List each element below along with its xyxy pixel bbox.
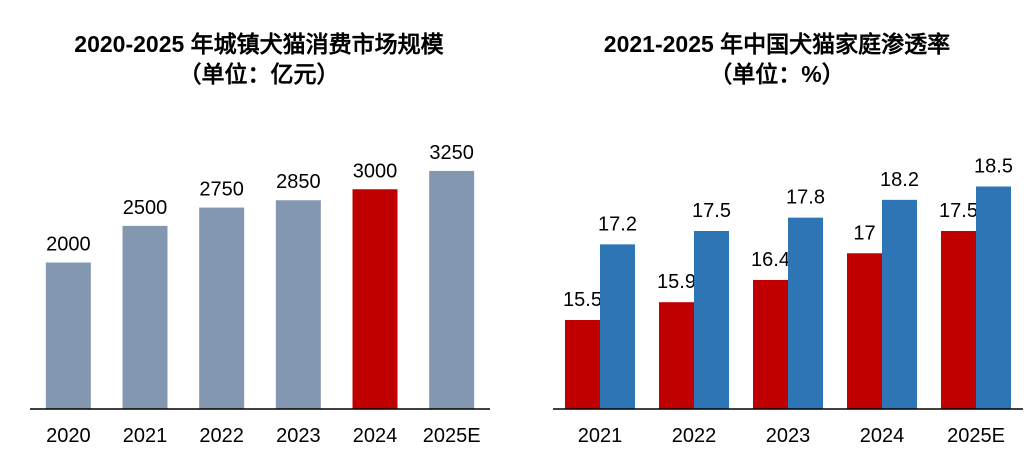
data-label: 18.5 [974, 156, 1013, 178]
data-label: 15.9 [657, 271, 696, 293]
penetration-rate-plot: 15.5 17.2 2021 15.9 17.5 2022 16.4 17.8 2023 17 18… [553, 156, 1023, 447]
data-label: 3000 [353, 160, 398, 182]
x-tick-label: 2022 [199, 425, 244, 447]
bar-series-2-2024 [882, 199, 917, 409]
chart-subtitle: （单位：%） [709, 61, 845, 87]
data-label: 16.4 [751, 249, 790, 271]
penetration-rate-chart: 2021-2025 年中国犬猫家庭渗透率 （单位：%） 15.5 17.2 2021… [518, 0, 1036, 474]
bar-series-2-2022 [694, 231, 729, 409]
x-tick-label: 2025E [947, 425, 1005, 447]
data-label: 2000 [46, 234, 91, 256]
x-tick-label: 2025E [423, 425, 481, 447]
bar-series-1-2024 [847, 253, 882, 409]
bar-series-1-2025E [941, 231, 976, 409]
bar-series-2-2025E [976, 186, 1011, 409]
data-label: 3250 [429, 142, 474, 164]
x-tick-label: 2021 [578, 425, 623, 447]
x-tick-label: 2024 [353, 425, 398, 447]
bar-2021 [122, 225, 168, 409]
bar-2023 [275, 200, 321, 409]
data-label: 2500 [123, 197, 168, 219]
data-label: 2750 [199, 179, 244, 201]
data-label: 17.5 [939, 200, 978, 222]
bar-2020 [45, 262, 91, 409]
data-label: 17.5 [692, 200, 731, 222]
bar-2025E [429, 170, 475, 409]
chart-title: 2020-2025 年城镇犬猫消费市场规模 [74, 31, 444, 57]
bar-series-1-2023 [753, 279, 788, 409]
chart-title: 2021-2025 年中国犬猫家庭渗透率 [603, 31, 951, 57]
market-size-chart: 2020-2025 年城镇犬猫消费市场规模 （单位：亿元） 2000 2020 25… [30, 31, 490, 447]
data-label: 18.2 [880, 169, 919, 191]
chart-subtitle: （单位：亿元） [178, 61, 340, 87]
x-tick-label: 2024 [860, 425, 905, 447]
x-tick-label: 2020 [46, 425, 91, 447]
bar-series-2-2023 [788, 217, 823, 409]
data-label: 2850 [276, 171, 321, 193]
x-tick-label: 2021 [123, 425, 168, 447]
data-label: 17.2 [598, 213, 637, 235]
x-tick-label: 2023 [766, 425, 811, 447]
data-label: 15.5 [563, 289, 602, 311]
bar-series-1-2021 [565, 320, 600, 409]
x-tick-label: 2023 [276, 425, 321, 447]
data-label: 17 [853, 222, 875, 244]
data-label: 17.8 [786, 187, 825, 209]
bar-2024 [352, 189, 398, 409]
bar-series-2-2021 [600, 244, 635, 409]
bar-series-1-2022 [659, 302, 694, 409]
bar-2022 [199, 207, 245, 409]
market-size-plot: 2000 2020 2500 2021 2750 2022 2850 2023 3000 2024… [30, 142, 490, 447]
x-tick-label: 2022 [672, 425, 717, 447]
